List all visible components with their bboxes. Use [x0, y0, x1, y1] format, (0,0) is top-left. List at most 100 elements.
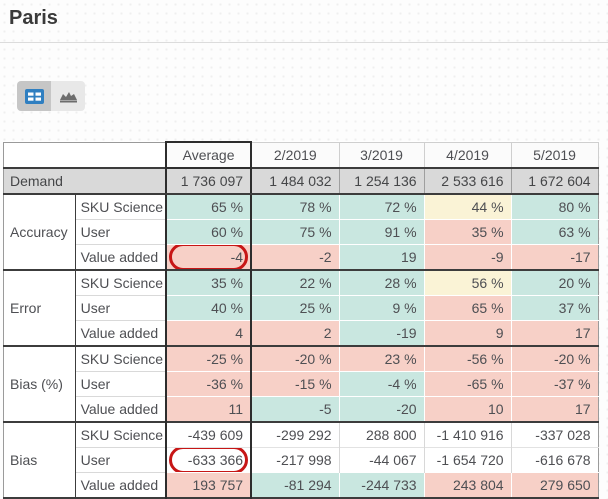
- table-row: Value added -4 -2 19 -9 -17: [4, 244, 599, 270]
- value-cell: -1 654 720: [423, 447, 512, 473]
- value-cell: -17: [510, 244, 599, 270]
- value-cell: -439 609: [165, 421, 253, 448]
- demand-value-cell: 1 254 136: [338, 167, 425, 195]
- table-row: User -633 366 -217 998 -44 067 -1 654 720 -61…: [4, 447, 599, 473]
- table-view-button[interactable]: [17, 81, 51, 111]
- annotation-ring: [169, 245, 249, 270]
- demand-value-cell: 2 533 616: [423, 167, 512, 195]
- table-row: User 60 % 75 % 91 % 35 % 63 %: [4, 219, 599, 245]
- table-row: Value added 193 757 -81 294 -244 733 243 804…: [4, 472, 599, 498]
- value-cell: -15 %: [250, 371, 340, 397]
- annotation-ring: [169, 448, 249, 473]
- section-label: Error: [3, 269, 76, 346]
- value-cell: -1 410 916: [423, 421, 512, 448]
- value-cell: 20 %: [510, 269, 599, 296]
- chart-view-button[interactable]: [51, 81, 85, 111]
- value-cell: 4: [165, 320, 253, 346]
- value-cell: -36 %: [165, 371, 253, 397]
- metric-label: Value added: [75, 396, 167, 422]
- value-cell: 56 %: [423, 269, 512, 296]
- value-cell: -9: [423, 244, 512, 270]
- value-cell: 63 %: [510, 219, 599, 245]
- table-row: User 40 % 25 % 9 % 65 % 37 %: [4, 295, 599, 321]
- value-cell: 9: [423, 320, 512, 346]
- value-cell: 65 %: [165, 193, 253, 220]
- value-cell: -2: [250, 244, 340, 270]
- value-cell: 35 %: [165, 269, 253, 296]
- demand-row: Demand 1 736 097 1 484 032 1 254 136 2 533 6…: [3, 167, 599, 195]
- metric-label: Value added: [75, 244, 167, 270]
- metrics-table: Average 2/2019 3/2019 4/2019 5/2019 Demand 1 7…: [3, 141, 599, 499]
- value-cell: 28 %: [338, 269, 425, 296]
- column-header: 5/2019: [510, 141, 599, 169]
- corner-cell: [3, 141, 167, 169]
- value-cell: 60 %: [165, 219, 253, 245]
- table-row: User -36 % -15 % -4 % -65 % -37 %: [4, 371, 599, 397]
- value-cell: -20 %: [510, 345, 599, 372]
- value-cell: -4: [165, 244, 253, 270]
- value-cell: -5: [250, 396, 340, 422]
- value-cell: 193 757: [165, 472, 253, 498]
- section-label: Bias (%): [3, 345, 76, 422]
- demand-value-cell: 1 484 032: [250, 167, 340, 195]
- value-cell: 17: [510, 396, 599, 422]
- value-cell: 78 %: [250, 193, 340, 220]
- value-cell: 40 %: [165, 295, 253, 321]
- column-header: Average: [165, 141, 253, 169]
- value-cell: 9 %: [338, 295, 425, 321]
- value-cell: 279 650: [510, 472, 599, 498]
- column-header: 3/2019: [338, 141, 425, 169]
- value-cell: 22 %: [250, 269, 340, 296]
- demand-label: Demand: [3, 167, 167, 195]
- page-title: Paris: [9, 7, 58, 29]
- value-cell: 19: [338, 244, 425, 270]
- table-row: Value added 11 -5 -20 10 17: [4, 396, 599, 422]
- table-row: Bias SKU Science -439 609 -299 292 288 800 -1…: [3, 421, 599, 498]
- value-cell: 37 %: [510, 295, 599, 321]
- bar-chart-icon: [59, 91, 77, 102]
- value-cell: 17: [510, 320, 599, 346]
- value-cell: -20: [338, 396, 425, 422]
- section-label: Bias: [3, 421, 76, 498]
- value-cell: -19: [338, 320, 425, 346]
- metric-label: User: [75, 371, 167, 397]
- value-cell: -25 %: [165, 345, 253, 372]
- header-divider: [0, 42, 608, 43]
- value-cell: 75 %: [250, 219, 340, 245]
- value-cell: 243 804: [423, 472, 512, 498]
- table-row: Bias (%) SKU Science -25 % -20 % 23 % -56 % -2…: [3, 345, 599, 422]
- table-row: Error SKU Science 35 % 22 % 28 % 56 % 20 %: [3, 269, 599, 346]
- value-cell: -37 %: [510, 371, 599, 397]
- metric-label: SKU Science: [75, 193, 167, 220]
- column-header: 2/2019: [250, 141, 340, 169]
- metric-label: Value added: [75, 472, 167, 498]
- table-row: Value added 4 2 -19 9 17: [4, 320, 599, 346]
- value-cell: 91 %: [338, 219, 425, 245]
- value-cell: 10: [423, 396, 512, 422]
- metric-label: Value added: [75, 320, 167, 346]
- metric-label: User: [75, 295, 167, 321]
- value-cell: 25 %: [250, 295, 340, 321]
- demand-value-cell: 1 672 604: [510, 167, 599, 195]
- value-cell: 288 800: [338, 421, 425, 448]
- value-cell: -81 294: [250, 472, 340, 498]
- view-toggle: [17, 81, 85, 111]
- value-cell: 23 %: [338, 345, 425, 372]
- value-cell: -299 292: [250, 421, 340, 448]
- value-cell: -337 028: [510, 421, 599, 448]
- value-cell: 72 %: [338, 193, 425, 220]
- value-cell: -616 678: [510, 447, 599, 473]
- section-label: Accuracy: [3, 193, 76, 270]
- value-cell: 80 %: [510, 193, 599, 220]
- value-cell: 44 %: [423, 193, 512, 220]
- table-row: Accuracy SKU Science 65 % 78 % 72 % 44 % 80 %: [3, 193, 599, 270]
- metric-label: SKU Science: [75, 345, 167, 372]
- value-cell: 65 %: [423, 295, 512, 321]
- value-cell: -44 067: [338, 447, 425, 473]
- value-cell: 11: [165, 396, 253, 422]
- metric-label: SKU Science: [75, 421, 167, 448]
- metric-label: User: [75, 219, 167, 245]
- value-cell: -217 998: [250, 447, 340, 473]
- metric-label: User: [75, 447, 167, 473]
